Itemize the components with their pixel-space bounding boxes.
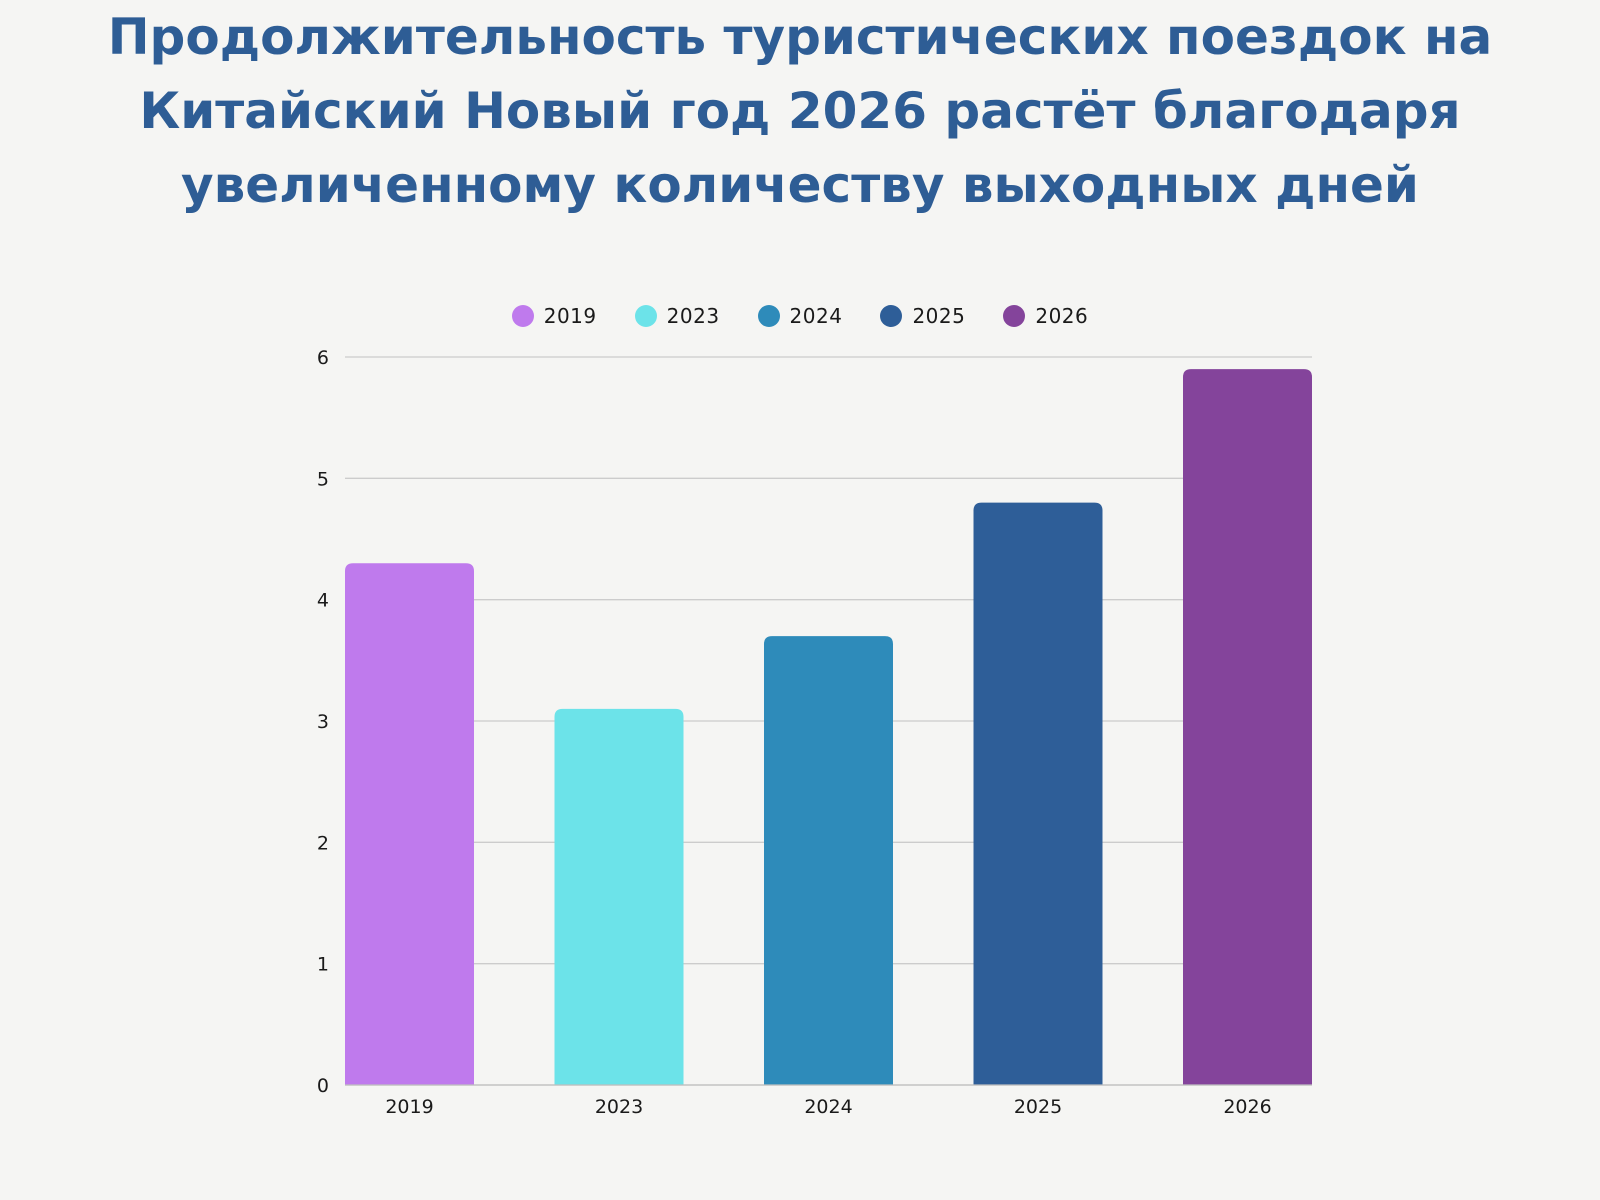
bar-2026: [1183, 369, 1312, 1086]
legend-label-2019: 2019: [543, 304, 597, 328]
bar-2023: [554, 708, 684, 1085]
x-tick-label-2025: 2025: [1014, 1096, 1062, 1118]
x-tick-label-2026: 2026: [1223, 1096, 1271, 1118]
legend-item-2025: 2025: [880, 304, 965, 328]
legend-label-2024: 2024: [789, 304, 843, 328]
bar-2025: [973, 502, 1103, 1086]
chart-title-line-2: Китайский Новый год 2026 растёт благодар…: [139, 82, 1461, 140]
y-tick-label-2: 2: [317, 832, 329, 854]
y-tick-label-0: 0: [317, 1075, 329, 1097]
legend-swatch-2025: [880, 305, 903, 327]
chart-title: Продолжительность туристических поездок …: [0, 0, 1600, 222]
legend-swatch-2026: [1003, 305, 1026, 327]
x-tick-label-2019: 2019: [385, 1096, 433, 1118]
legend-item-2023: 2023: [634, 304, 720, 328]
legend-label-2023: 2023: [666, 304, 720, 328]
bar-2019: [345, 563, 474, 1085]
legend-item-2024: 2024: [757, 304, 843, 328]
chart-title-line-1: Продолжительность туристических поездок …: [107, 8, 1493, 66]
chart-title-line-3: увеличенному количеству выходных дней: [181, 156, 1419, 214]
legend-swatch-2023: [634, 305, 657, 327]
x-tick-label-2023: 2023: [595, 1096, 643, 1118]
y-tick-label-6: 6: [317, 347, 329, 369]
y-tick-label-5: 5: [317, 468, 329, 490]
legend-label-2026: 2026: [1035, 304, 1089, 328]
legend-item-2019: 2019: [511, 304, 597, 328]
chart-legend: 2019 2023 2024 2025 2026: [0, 304, 1600, 328]
bar-2024: [764, 636, 893, 1085]
legend-item-2026: 2026: [1003, 304, 1088, 328]
y-tick-label-4: 4: [317, 590, 329, 612]
legend-label-2025: 2025: [912, 304, 966, 328]
y-tick-label-1: 1: [317, 954, 329, 976]
legend-swatch-2024: [757, 305, 780, 327]
y-tick-label-3: 3: [317, 711, 329, 733]
x-tick-label-2024: 2024: [804, 1096, 852, 1118]
legend-swatch-2019: [511, 305, 534, 327]
